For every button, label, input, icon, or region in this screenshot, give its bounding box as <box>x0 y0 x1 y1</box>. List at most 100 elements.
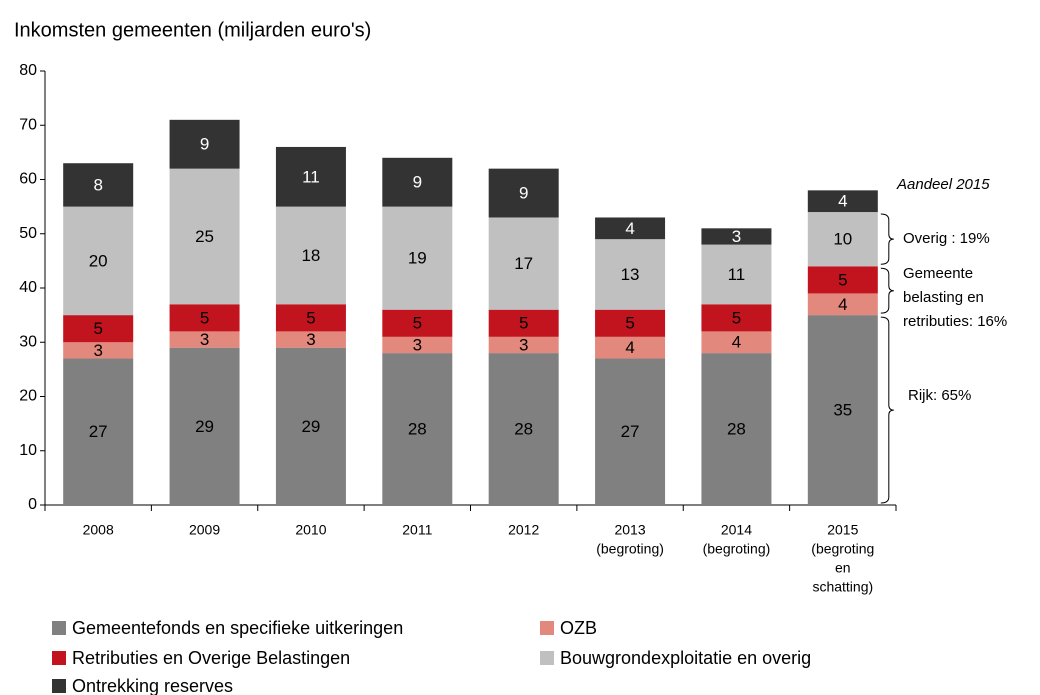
y-tick-label: 10 <box>19 442 37 459</box>
data-label: 3 <box>306 330 315 349</box>
data-label: 3 <box>732 227 741 246</box>
data-label: 5 <box>732 308 741 327</box>
brace <box>880 213 894 265</box>
data-label: 4 <box>625 219 634 238</box>
legend-label: Bouwgrondexploitatie en overig <box>560 648 811 668</box>
data-label: 18 <box>301 246 320 265</box>
bar-segment <box>382 353 453 505</box>
bar-segment <box>701 228 772 245</box>
annotation: retributies: 16% <box>903 313 1007 330</box>
chart-title: Inkomsten gemeenten (miljarden euro's) <box>14 19 371 41</box>
data-label: 11 <box>302 167 320 186</box>
x-tick-label: 2010 <box>295 522 326 538</box>
data-label: 3 <box>413 335 422 354</box>
x-tick-label: 2014 <box>721 522 752 538</box>
bar-segment <box>488 336 559 354</box>
x-tick-label: (begroting <box>811 541 874 557</box>
data-label: 4 <box>732 333 741 352</box>
data-label: 11 <box>728 265 746 284</box>
data-label: 5 <box>625 314 634 333</box>
x-tick-label: (begroting) <box>703 541 771 557</box>
bar-segment <box>63 315 134 343</box>
data-label: 28 <box>514 420 533 439</box>
data-label: 13 <box>621 265 640 284</box>
x-tick-label: 2011 <box>402 522 432 538</box>
data-label: 29 <box>301 417 320 436</box>
bar-segment <box>595 217 666 240</box>
x-tick-label: en <box>835 560 851 576</box>
x-tick-label: schatting) <box>812 579 873 595</box>
annotation: Gemeente <box>903 265 973 282</box>
bar-segment <box>488 353 559 505</box>
x-tick-label: 2009 <box>189 522 220 538</box>
data-label: 5 <box>306 308 315 327</box>
y-tick-label: 20 <box>19 388 37 405</box>
brace <box>880 267 894 314</box>
data-label: 4 <box>838 192 847 211</box>
annotation: belasting en <box>903 289 984 306</box>
bar-segment <box>382 157 453 207</box>
legend-label: Retributies en Overige Belastingen <box>72 648 350 668</box>
bar-segment <box>169 119 240 169</box>
data-label: 28 <box>727 420 746 439</box>
data-label: 29 <box>195 417 214 436</box>
bar-segment <box>595 336 666 359</box>
bar-segment <box>701 353 772 505</box>
data-label: 20 <box>89 251 108 270</box>
bar-segment <box>488 309 559 337</box>
data-label: 9 <box>413 173 422 192</box>
y-tick-label: 30 <box>19 333 37 350</box>
legend-swatch <box>52 651 66 665</box>
x-tick-label: 2013 <box>614 522 645 538</box>
bar-segment <box>275 347 346 505</box>
annotation: Overig : 19% <box>903 230 990 247</box>
bar-segment <box>595 358 666 505</box>
bar-segment <box>63 342 134 359</box>
legend-swatch <box>52 679 66 693</box>
x-tick-label: 2008 <box>83 522 114 538</box>
bar-segment <box>382 309 453 337</box>
legend-label: Gemeentefonds en specifieke uitkeringen <box>72 618 403 638</box>
bar-segment <box>275 146 346 207</box>
bar-segment <box>275 304 346 332</box>
data-label: 5 <box>200 308 209 327</box>
data-label: 5 <box>413 314 422 333</box>
data-label: 10 <box>833 230 852 249</box>
data-label: 35 <box>833 401 852 420</box>
bar-segment <box>275 331 346 348</box>
data-label: 27 <box>621 422 640 441</box>
data-label: 3 <box>93 341 102 360</box>
x-tick-label: 2015 <box>827 522 858 538</box>
bar-segment <box>807 266 878 294</box>
data-label: 9 <box>200 135 209 154</box>
data-label: 5 <box>93 319 102 338</box>
data-label: 27 <box>89 422 108 441</box>
legend-label: Ontrekking reserves <box>72 676 233 695</box>
data-label: 17 <box>514 254 533 273</box>
x-tick-label: 2012 <box>508 522 539 538</box>
legend-swatch <box>52 621 66 635</box>
bar-segment <box>807 293 878 316</box>
bar-segment <box>63 163 134 207</box>
y-tick-label: 60 <box>19 171 37 188</box>
y-tick-label: 0 <box>28 496 37 513</box>
data-label: 4 <box>838 295 847 314</box>
bar-segment <box>701 304 772 332</box>
bar-segment <box>169 331 240 348</box>
y-tick-label: 50 <box>19 225 37 242</box>
legend-swatch <box>540 651 554 665</box>
bar-segment <box>701 244 772 305</box>
data-label: 3 <box>200 330 209 349</box>
bar-segment <box>595 309 666 337</box>
brace <box>880 316 894 504</box>
bar-segment <box>382 336 453 354</box>
bar-segment <box>488 217 559 310</box>
x-tick-label: (begroting) <box>596 541 664 557</box>
data-label: 5 <box>519 314 528 333</box>
y-tick-label: 70 <box>19 116 37 133</box>
data-label: 25 <box>195 227 214 246</box>
legend-label: OZB <box>560 618 597 638</box>
data-label: 3 <box>519 335 528 354</box>
bar-segment <box>63 206 134 316</box>
bar-segment <box>63 358 134 505</box>
